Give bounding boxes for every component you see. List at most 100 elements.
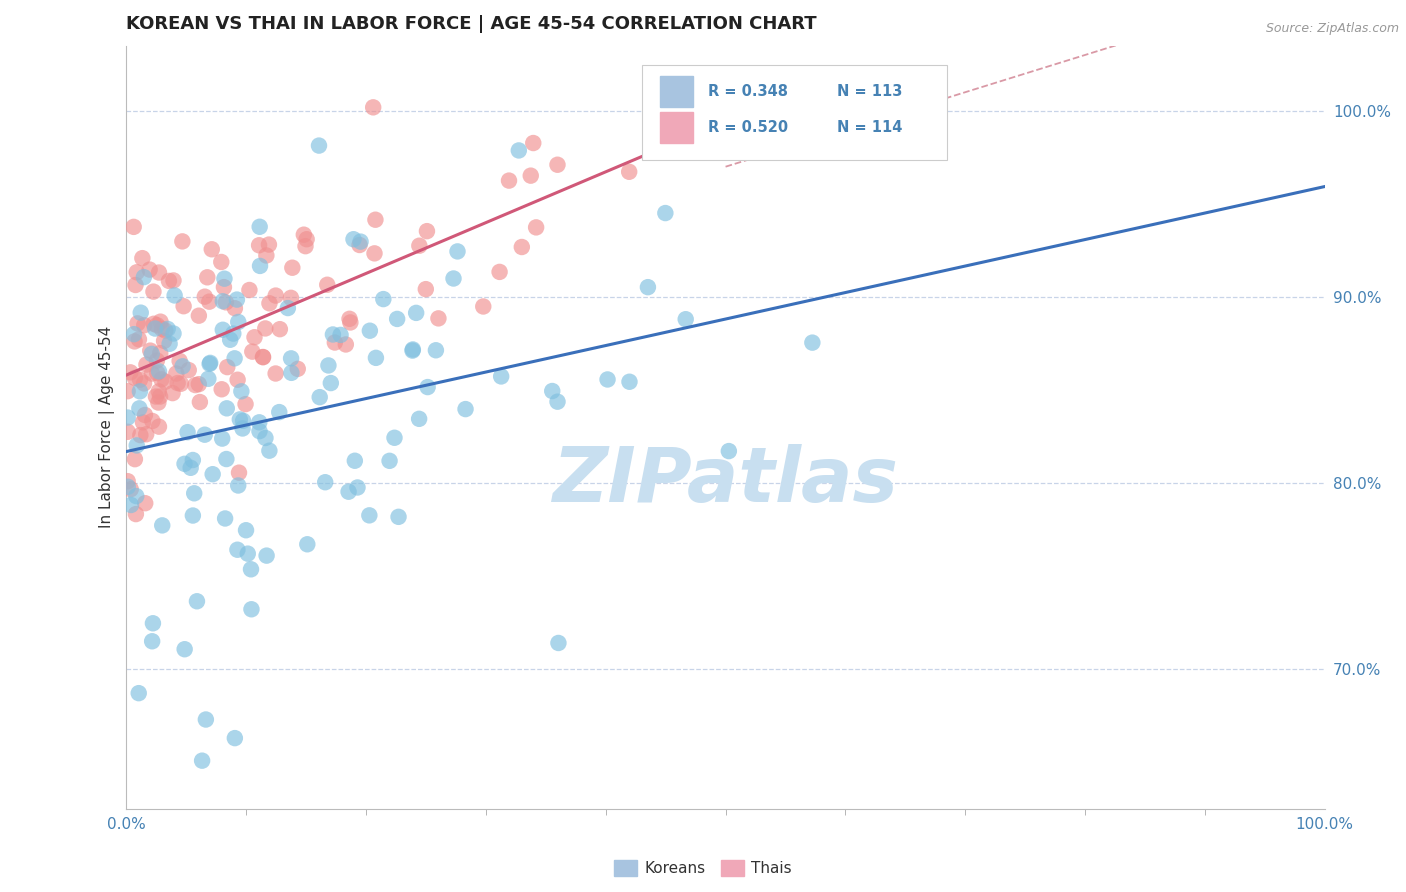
Point (228, 466, 250, 480)
Point (128, 332, 150, 346)
Point (401, 343, 423, 358)
Point (364, 212, 387, 227)
Point (339, 315, 361, 329)
Point (322, 327, 344, 342)
Point (127, 317, 149, 331)
Point (177, 363, 200, 377)
Point (232, 414, 254, 428)
Point (314, 475, 336, 490)
Point (211, 382, 233, 396)
Point (257, 237, 280, 252)
Point (295, 232, 318, 246)
Point (359, 324, 381, 338)
Point (363, 246, 385, 260)
Point (162, 386, 184, 401)
Point (129, 428, 152, 442)
Point (427, 311, 450, 326)
Point (214, 271, 236, 285)
Point (117, 384, 139, 399)
Point (146, 318, 169, 333)
Point (150, 518, 173, 533)
Point (226, 293, 249, 307)
Point (519, 169, 541, 183)
Point (240, 602, 263, 616)
Y-axis label: In Labor Force | Age 45-54: In Labor Force | Age 45-54 (100, 326, 115, 528)
Point (522, 136, 544, 150)
Point (416, 380, 439, 394)
Point (214, 511, 236, 525)
Point (247, 238, 270, 252)
Point (165, 367, 187, 381)
Point (201, 242, 224, 256)
Point (280, 291, 302, 305)
Point (249, 219, 271, 234)
Point (139, 343, 162, 358)
Point (252, 350, 274, 364)
Point (124, 334, 146, 349)
Point (226, 478, 249, 492)
Point (415, 282, 437, 296)
Point (125, 265, 148, 279)
Point (159, 336, 181, 351)
Bar (659, 76, 693, 107)
Point (117, 474, 139, 488)
Point (145, 390, 167, 404)
Point (211, 432, 233, 446)
Point (166, 376, 188, 390)
Point (541, 384, 564, 398)
Point (226, 315, 249, 329)
Point (364, 351, 387, 365)
Point (142, 285, 165, 299)
Point (198, 294, 221, 309)
Point (361, 100, 384, 114)
Point (157, 274, 180, 288)
Point (219, 333, 242, 347)
Point (405, 306, 427, 320)
Point (373, 292, 395, 306)
Point (149, 346, 172, 360)
Point (117, 425, 139, 439)
Point (619, 165, 641, 179)
Point (349, 238, 371, 252)
Point (232, 421, 254, 435)
Point (416, 224, 439, 238)
Point (287, 361, 309, 376)
Point (224, 351, 246, 366)
Point (280, 351, 302, 366)
Point (349, 235, 371, 249)
Point (184, 378, 207, 392)
Point (243, 330, 266, 344)
Point (146, 366, 169, 380)
Point (524, 220, 547, 235)
Point (197, 372, 219, 386)
Point (129, 373, 152, 387)
Point (124, 277, 146, 292)
Point (297, 537, 319, 551)
Point (596, 372, 619, 386)
Point (163, 288, 186, 302)
Point (162, 273, 184, 287)
Point (269, 322, 291, 336)
Point (183, 486, 205, 500)
Point (155, 324, 177, 338)
Point (132, 376, 155, 391)
Point (231, 384, 253, 399)
Point (488, 265, 510, 279)
Text: R = 0.348: R = 0.348 (707, 84, 787, 99)
Point (181, 453, 204, 467)
Point (180, 460, 202, 475)
Point (319, 376, 342, 390)
Point (125, 507, 148, 521)
Point (120, 482, 142, 496)
Text: ZIPatlas: ZIPatlas (553, 444, 898, 517)
Point (188, 395, 211, 409)
Point (156, 322, 179, 336)
Point (384, 431, 406, 445)
Point (120, 498, 142, 512)
Point (249, 424, 271, 438)
Point (294, 239, 316, 253)
Point (343, 454, 366, 468)
Point (249, 259, 271, 273)
Point (125, 489, 148, 503)
Point (654, 206, 676, 220)
